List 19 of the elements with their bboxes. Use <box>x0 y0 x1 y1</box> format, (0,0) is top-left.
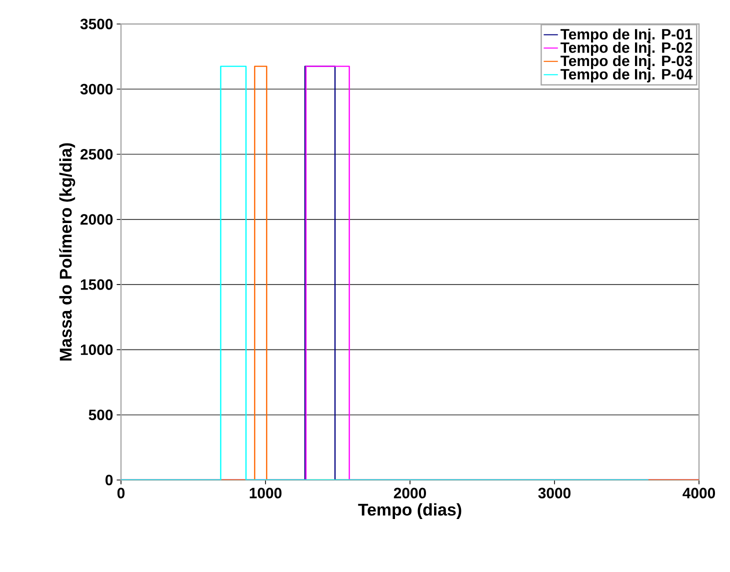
y-tick-label: 500 <box>88 410 113 420</box>
x-tick-label: 1000 <box>250 488 282 498</box>
x-tick-label: 0 <box>117 488 125 498</box>
y-tick-label: 2000 <box>80 214 113 225</box>
y-axis-title: Massa do Polímero (kg/dia) <box>59 143 76 360</box>
x-tick-label: 4000 <box>682 488 715 498</box>
legend-label: Tempo de Inj. P-01 <box>560 28 692 42</box>
x-tick-label: 3000 <box>538 488 570 498</box>
legend-label: Tempo de Inj. P-03 <box>560 55 692 70</box>
y-tick-label: 3000 <box>80 84 113 94</box>
y-tick-label: 1500 <box>80 279 113 290</box>
y-tick-label: 3500 <box>80 18 113 30</box>
y-tick-label: 1000 <box>80 344 113 355</box>
y-tick-label: 2500 <box>80 148 113 160</box>
x-axis-title: Tempo (dias) <box>358 503 462 520</box>
legend-label: Tempo de Inj. P-02 <box>560 42 692 56</box>
legend-label: Tempo de Inj. P-04 <box>560 68 693 82</box>
x-tick-label: 2000 <box>394 488 426 498</box>
y-tick-label: 0 <box>106 474 113 486</box>
